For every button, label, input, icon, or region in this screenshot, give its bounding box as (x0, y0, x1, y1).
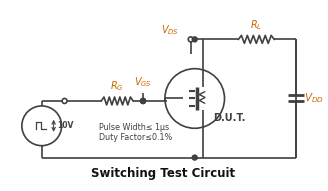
Circle shape (192, 37, 197, 42)
Text: Duty Factor≤0.1%: Duty Factor≤0.1% (99, 133, 173, 142)
Circle shape (62, 99, 67, 104)
Text: $R_G$: $R_G$ (111, 79, 124, 93)
Text: $R_L$: $R_L$ (250, 19, 262, 32)
Circle shape (192, 155, 197, 160)
Text: $V_{DD}$: $V_{DD}$ (304, 91, 324, 105)
Text: Pulse Width≤ 1μs: Pulse Width≤ 1μs (99, 123, 170, 132)
Text: $V_{GS}$: $V_{GS}$ (134, 75, 152, 89)
Text: 10V: 10V (58, 121, 74, 130)
Text: $V_{DS}$: $V_{DS}$ (161, 23, 179, 37)
Circle shape (188, 37, 193, 42)
Text: Switching Test Circuit: Switching Test Circuit (91, 168, 235, 180)
Circle shape (141, 99, 146, 104)
Circle shape (141, 99, 146, 104)
Text: D.U.T.: D.U.T. (213, 113, 246, 123)
